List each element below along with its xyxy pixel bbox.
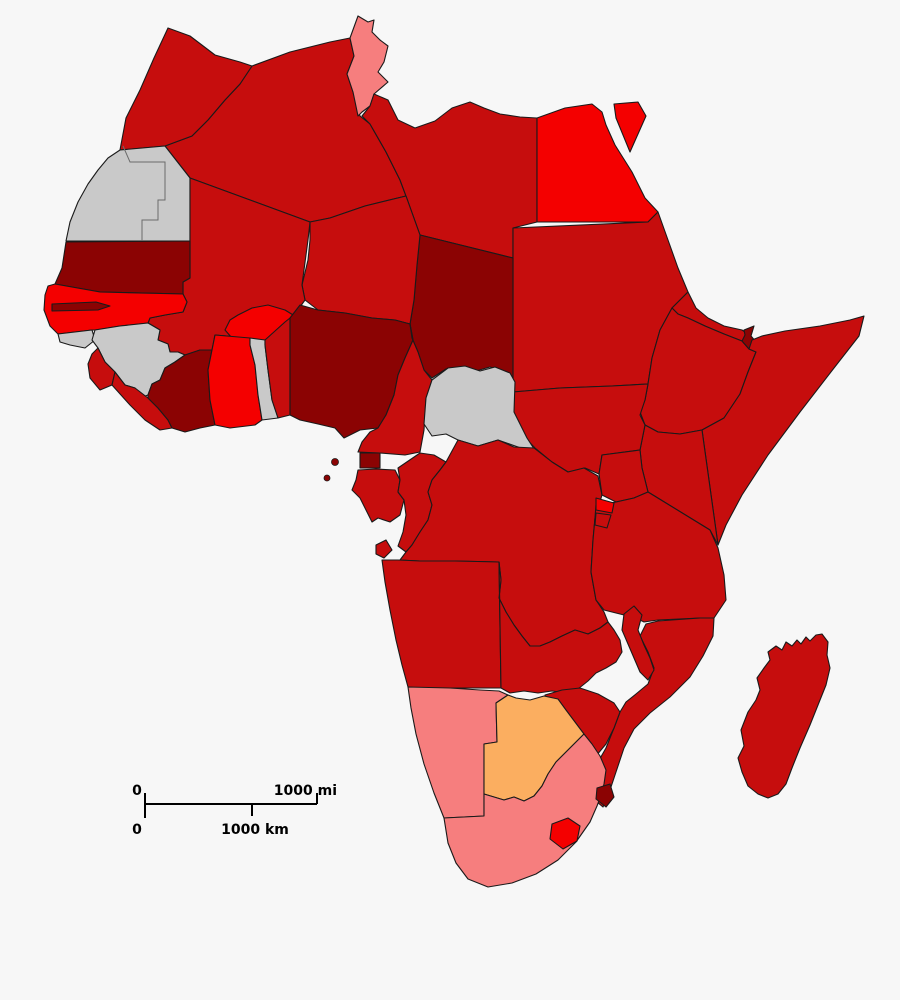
region-morocco — [119, 27, 253, 151]
region-angola — [381, 559, 502, 689]
region-sierra-leone — [87, 347, 116, 391]
region-guinea-bissau — [57, 329, 96, 349]
region-egypt — [536, 103, 659, 223]
region-lesotho — [549, 817, 581, 850]
region-western-sahara — [65, 145, 191, 242]
region-mauritania — [54, 240, 191, 295]
region-burundi — [594, 512, 612, 529]
region-uganda — [598, 449, 649, 503]
region-sinai — [613, 101, 647, 153]
region-gabon — [351, 468, 405, 523]
region-somalia — [701, 315, 865, 546]
scale-km-label: 1000 km — [221, 822, 289, 838]
region-cabinda — [375, 539, 393, 559]
western-sahara-mauritania-line — [122, 145, 166, 241]
region-malawi — [621, 605, 655, 681]
region-madagascar — [737, 633, 831, 799]
region-zambia — [498, 561, 623, 694]
island-sao-tome — [323, 474, 331, 482]
map-regions — [43, 15, 865, 888]
region-rwanda — [595, 497, 615, 514]
scale-bar: 0 1000 mi 0 1000 km — [132, 783, 337, 838]
map-disputed-border-lines — [122, 145, 166, 241]
region-swaziland — [595, 783, 615, 808]
region-gambia — [51, 301, 111, 312]
region-chad — [409, 234, 514, 379]
region-benin — [264, 317, 291, 419]
region-equatorial-guinea — [359, 452, 381, 469]
region-tunisia — [346, 15, 389, 117]
scale-zero-km-label: 0 — [132, 822, 142, 838]
region-south-africa — [443, 733, 607, 888]
scale-mi-label: 1000 mi — [274, 783, 337, 799]
scale-zero-mi-label: 0 — [132, 783, 142, 799]
island-bioko — [331, 458, 339, 466]
